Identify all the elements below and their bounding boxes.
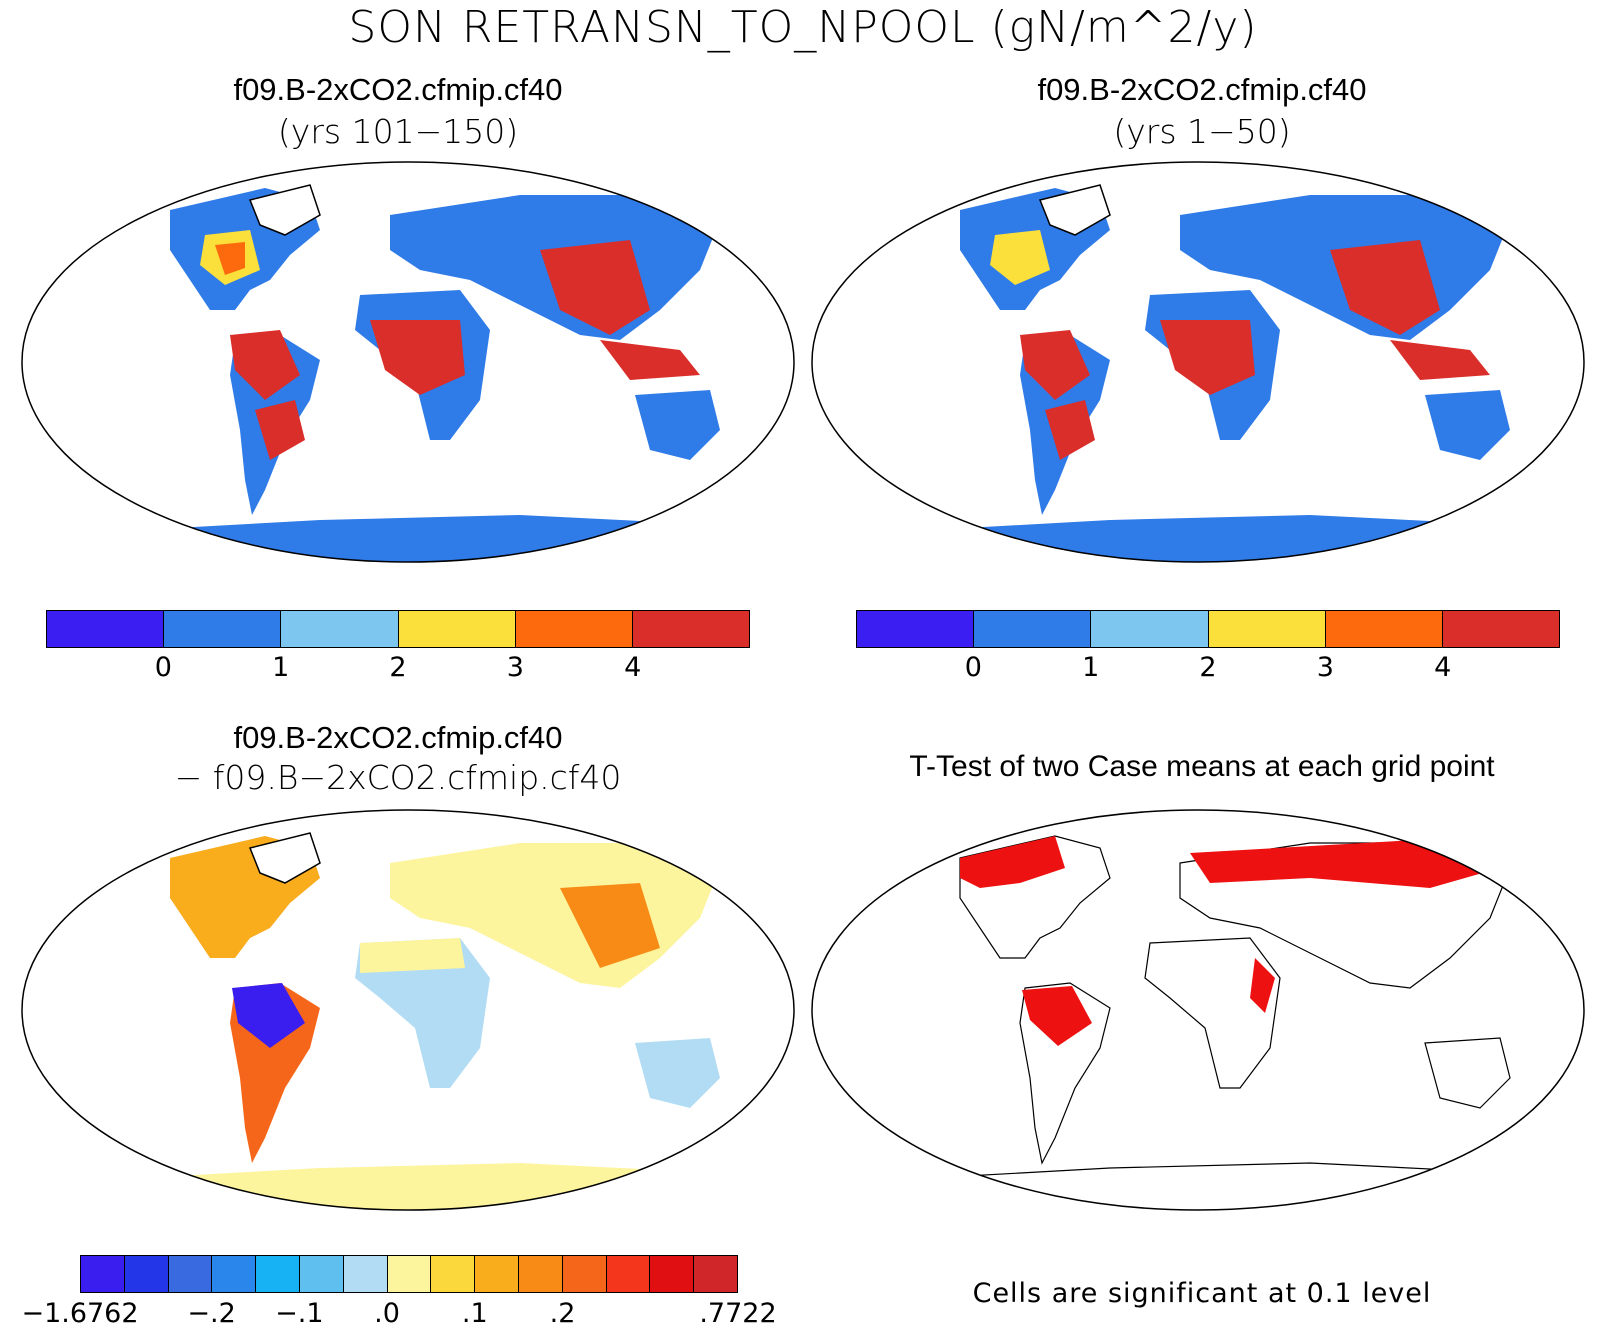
colorbar-swatch (694, 1256, 737, 1292)
region-se-south-america (1045, 400, 1095, 460)
region-indonesia (1390, 340, 1490, 380)
panel-tl-case-title: f09.B-2xCO2.cfmip.cf40 (233, 72, 563, 107)
panel-tr-case-title: f09.B-2xCO2.cfmip.cf40 (1037, 72, 1367, 107)
colorbar-swatch (387, 1256, 432, 1292)
panel-br-title: T-Test of two Case means at each grid po… (909, 750, 1495, 783)
colorbar-swatch (281, 611, 399, 647)
colorbar-top-left (46, 610, 750, 648)
region-south-asia (1330, 240, 1440, 335)
colorbar-swatch (168, 1256, 213, 1292)
region-central-africa (1160, 320, 1255, 395)
colorbar-swatch (398, 611, 516, 647)
land-australia (635, 1038, 720, 1108)
region-eastern-us-high (215, 242, 245, 275)
land-africa (355, 938, 490, 1088)
colorbar-swatch (124, 1256, 169, 1292)
colorbar-tick-label: −.1 (275, 1298, 324, 1329)
region-south-asia (540, 240, 650, 335)
region-eastern-us (990, 230, 1050, 285)
sig-amazon (1022, 986, 1092, 1046)
colorbar-swatch (81, 1256, 125, 1292)
colorbar-swatch (518, 1256, 563, 1292)
region-central-africa (370, 320, 465, 395)
significance-note: Cells are significant at 0.1 level (972, 1278, 1432, 1309)
land-australia (635, 390, 720, 460)
colorbar-tick-label: 3 (1316, 652, 1334, 683)
map-top-right (811, 161, 1585, 563)
land-greenland (1038, 184, 1111, 236)
colorbar-swatch (632, 611, 750, 647)
map-bottom-right (811, 809, 1585, 1211)
region-indonesia (600, 340, 700, 380)
region-amazon (230, 330, 300, 400)
region-se-south-america (255, 400, 305, 460)
colorbar-swatch (299, 1256, 344, 1292)
colorbar-swatch (515, 611, 633, 647)
colorbar-tick-label: .1 (461, 1298, 488, 1329)
colorbar-swatch (1442, 611, 1560, 647)
coast-north-america (959, 835, 1111, 959)
colorbar-swatch (650, 1256, 695, 1292)
colorbar-swatch (256, 1256, 300, 1292)
land-australia (1425, 390, 1510, 460)
sig-eurasia-north (1190, 838, 1500, 888)
colorbar-tick-label: .7722 (699, 1298, 777, 1329)
region-amazon (1020, 330, 1090, 400)
land-greenland (248, 184, 321, 236)
panel-bl-minus-case: − f09.B−2xCO2.cfmip.cf40 (174, 758, 622, 797)
colorbar-swatch (606, 1256, 651, 1292)
figure-title: SON RETRANSN_TO_NPOOL (gN/m^2/y) (348, 2, 1258, 53)
colorbar-swatch (343, 1256, 388, 1292)
colorbar-tick-label: .2 (549, 1298, 576, 1329)
colorbar-tick-label: −1.6762 (21, 1298, 139, 1329)
colorbar-tick-label: 0 (154, 652, 172, 683)
region-africa-sahara (360, 938, 465, 973)
land-greenland (248, 832, 321, 884)
colorbar-tick-label: 2 (389, 652, 407, 683)
land-antarctica (812, 515, 1584, 562)
colorbar-tick-label: 3 (506, 652, 524, 683)
region-east-asia (560, 883, 660, 968)
colorbar-tick-label: 0 (964, 652, 982, 683)
colorbar-swatch (212, 1256, 257, 1292)
coast-africa (1144, 937, 1281, 1089)
colorbar-swatch (164, 611, 282, 647)
colorbar-diff (80, 1255, 738, 1293)
colorbar-swatch (1208, 611, 1326, 647)
colorbar-swatch (857, 611, 975, 647)
colorbar-top-right (856, 610, 1560, 648)
colorbar-tick-label: 1 (1082, 652, 1100, 683)
coast-australia (1424, 1037, 1511, 1109)
sig-north-america (960, 836, 1065, 888)
colorbar-swatch (1091, 611, 1209, 647)
colorbar-tick-label: 2 (1199, 652, 1217, 683)
land-antarctica (22, 1163, 794, 1210)
coast-south-america (1019, 982, 1111, 1165)
colorbar-swatch (475, 1256, 519, 1292)
colorbar-swatch (1325, 611, 1443, 647)
colorbar-tick-label: 4 (1434, 652, 1452, 683)
colorbar-swatch (431, 1256, 476, 1292)
region-amazon-negative (232, 983, 305, 1048)
panel-bl-case-title: f09.B-2xCO2.cfmip.cf40 (233, 720, 563, 755)
panel-tl-years: (yrs 101−150) (277, 112, 519, 151)
map-top-left (21, 161, 795, 563)
colorbar-tick-label: .0 (374, 1298, 400, 1329)
colorbar-swatch (47, 611, 165, 647)
colorbar-tick-label: −.2 (187, 1298, 236, 1329)
sig-east-africa (1250, 958, 1275, 1013)
land-antarctica (22, 515, 794, 562)
colorbar-swatch (562, 1256, 607, 1292)
panel-tr-years: (yrs 1−50) (1113, 112, 1291, 151)
colorbar-swatch (974, 611, 1092, 647)
colorbar-tick-label: 4 (624, 652, 642, 683)
map-bottom-left (21, 809, 795, 1211)
colorbar-tick-label: 1 (272, 652, 290, 683)
coast-antarctica (929, 1162, 1511, 1179)
